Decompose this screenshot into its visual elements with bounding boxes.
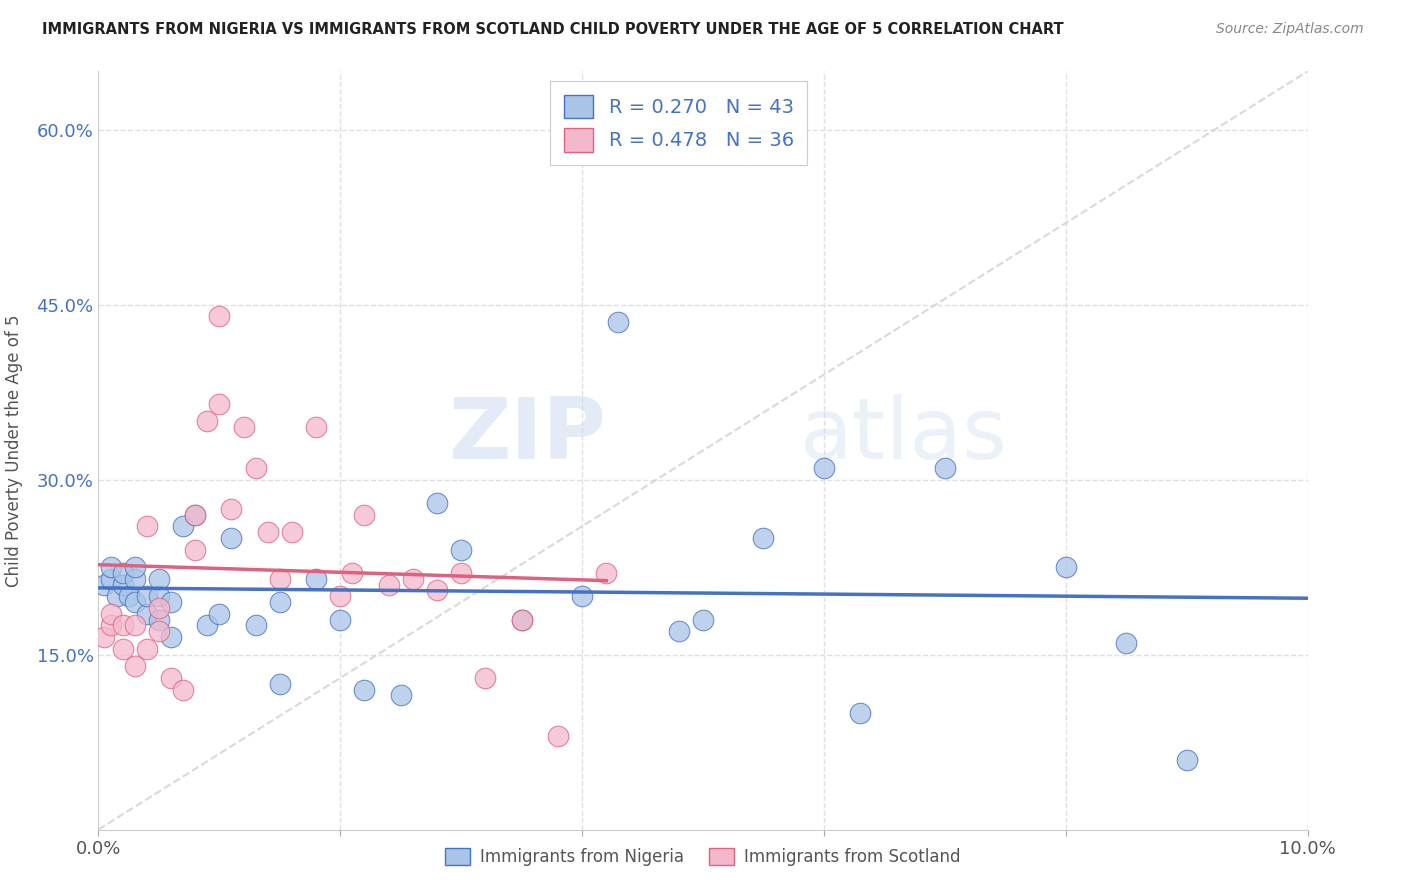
Point — [426, 583, 449, 598]
Point — [353, 682, 375, 697]
Point — [100, 618, 122, 632]
Point — [160, 595, 183, 609]
Point — [1175, 753, 1198, 767]
Point — [232, 420, 254, 434]
Point — [402, 572, 425, 586]
Point — [450, 542, 472, 557]
Point — [100, 560, 122, 574]
Point — [148, 572, 170, 586]
Point — [510, 613, 533, 627]
Point — [111, 577, 134, 591]
Point — [269, 572, 291, 586]
Point — [184, 508, 207, 522]
Point — [208, 397, 231, 411]
Point — [281, 525, 304, 540]
Point — [305, 420, 328, 434]
Point — [342, 566, 364, 580]
Point — [195, 618, 218, 632]
Point — [668, 624, 690, 639]
Point — [208, 607, 231, 621]
Point — [184, 508, 207, 522]
Point — [195, 414, 218, 428]
Text: Source: ZipAtlas.com: Source: ZipAtlas.com — [1216, 22, 1364, 37]
Point — [100, 607, 122, 621]
Point — [934, 461, 956, 475]
Point — [692, 613, 714, 627]
Point — [1115, 636, 1137, 650]
Point — [148, 589, 170, 603]
Point — [111, 641, 134, 656]
Text: ZIP: ZIP — [449, 393, 606, 477]
Point — [148, 613, 170, 627]
Point — [389, 689, 412, 703]
Point — [135, 519, 157, 533]
Point — [111, 618, 134, 632]
Point — [135, 607, 157, 621]
Point — [377, 577, 399, 591]
Point — [221, 501, 243, 516]
Point — [100, 572, 122, 586]
Point — [571, 589, 593, 603]
Point — [148, 624, 170, 639]
Y-axis label: Child Poverty Under the Age of 5: Child Poverty Under the Age of 5 — [4, 314, 22, 587]
Point — [269, 677, 291, 691]
Point — [124, 560, 146, 574]
Point — [93, 577, 115, 591]
Point — [124, 659, 146, 673]
Point — [547, 729, 569, 743]
Point — [245, 461, 267, 475]
Point — [160, 630, 183, 644]
Point — [607, 315, 630, 329]
Point — [221, 531, 243, 545]
Point — [245, 618, 267, 632]
Point — [111, 566, 134, 580]
Point — [269, 595, 291, 609]
Point — [184, 542, 207, 557]
Point — [305, 572, 328, 586]
Point — [93, 630, 115, 644]
Legend: Immigrants from Nigeria, Immigrants from Scotland: Immigrants from Nigeria, Immigrants from… — [437, 840, 969, 875]
Point — [1054, 560, 1077, 574]
Point — [124, 572, 146, 586]
Point — [160, 671, 183, 685]
Point — [256, 525, 278, 540]
Point — [172, 682, 194, 697]
Point — [135, 641, 157, 656]
Point — [450, 566, 472, 580]
Point — [105, 589, 128, 603]
Point — [813, 461, 835, 475]
Point — [329, 613, 352, 627]
Legend: R = 0.270   N = 43, R = 0.478   N = 36: R = 0.270 N = 43, R = 0.478 N = 36 — [550, 81, 807, 166]
Point — [353, 508, 375, 522]
Point — [426, 496, 449, 510]
Text: IMMIGRANTS FROM NIGERIA VS IMMIGRANTS FROM SCOTLAND CHILD POVERTY UNDER THE AGE : IMMIGRANTS FROM NIGERIA VS IMMIGRANTS FR… — [42, 22, 1064, 37]
Point — [849, 706, 872, 720]
Point — [135, 589, 157, 603]
Point — [172, 519, 194, 533]
Point — [124, 595, 146, 609]
Point — [595, 566, 617, 580]
Point — [118, 589, 141, 603]
Point — [752, 531, 775, 545]
Point — [124, 618, 146, 632]
Point — [208, 310, 231, 324]
Point — [329, 589, 352, 603]
Point — [148, 601, 170, 615]
Text: atlas: atlas — [800, 393, 1008, 477]
Point — [474, 671, 496, 685]
Point — [510, 613, 533, 627]
